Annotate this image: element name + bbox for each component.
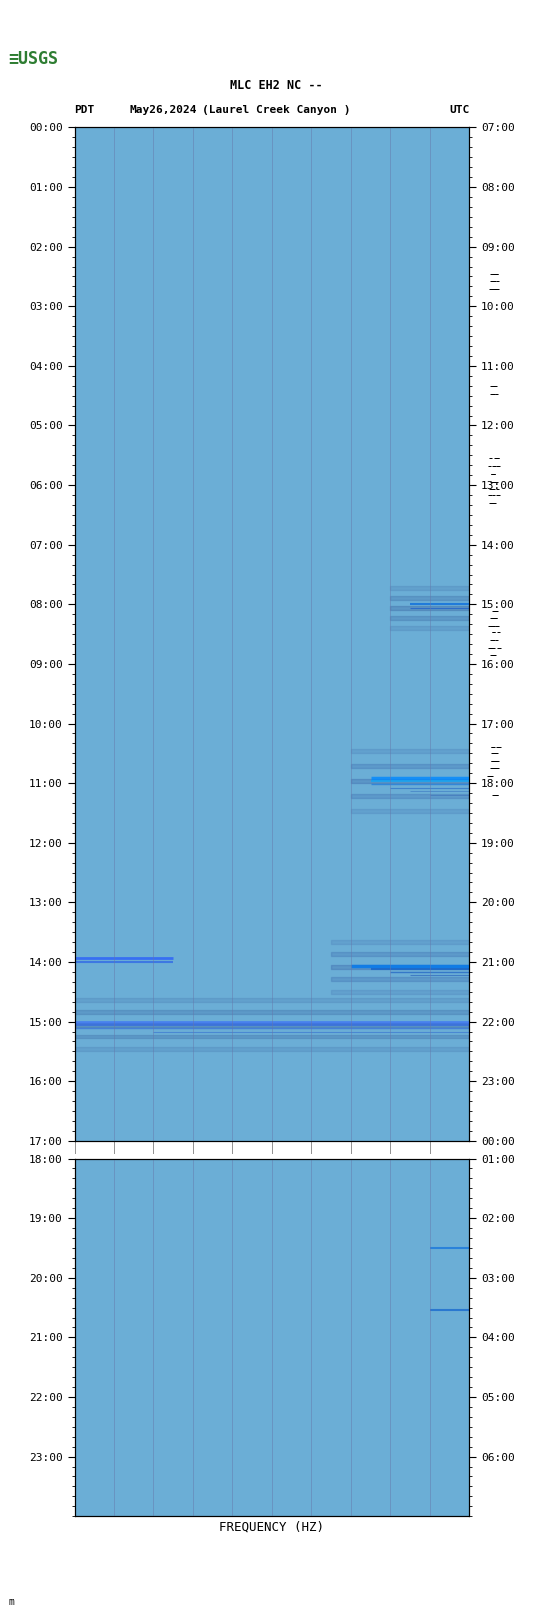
Text: UTC: UTC <box>449 105 469 115</box>
X-axis label: FREQUENCY (HZ): FREQUENCY (HZ) <box>219 1521 325 1534</box>
Text: ≡USGS: ≡USGS <box>8 50 59 68</box>
Text: May26,2024: May26,2024 <box>130 105 197 115</box>
Text: (Laurel Creek Canyon ): (Laurel Creek Canyon ) <box>201 105 351 115</box>
Text: MLC EH2 NC --: MLC EH2 NC -- <box>230 79 322 92</box>
Text: PDT: PDT <box>75 105 95 115</box>
Text: m: m <box>8 1597 14 1607</box>
